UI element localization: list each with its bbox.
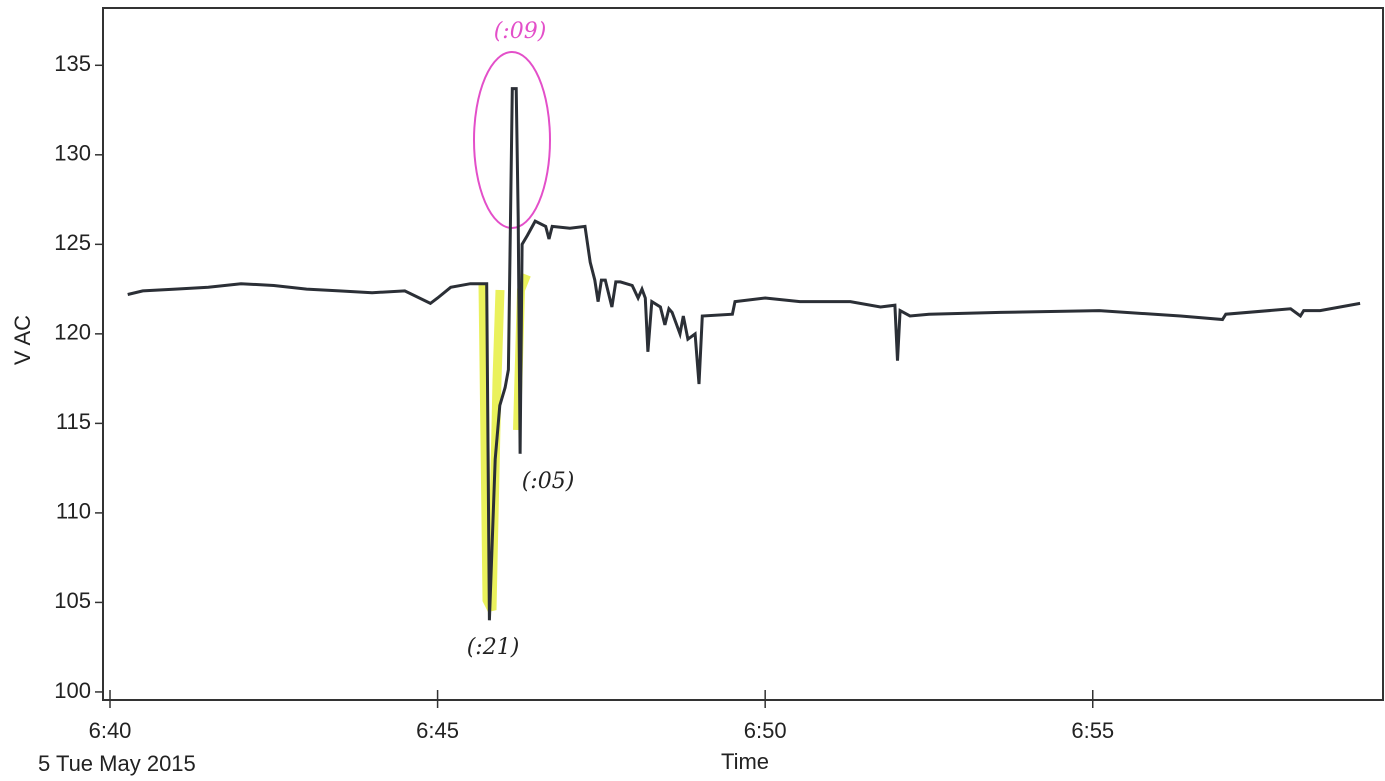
plot-frame bbox=[102, 7, 1384, 701]
annotation: (:09) bbox=[494, 19, 547, 44]
annotation-circle bbox=[473, 51, 551, 229]
series-line bbox=[127, 87, 1361, 621]
y-tick-label: 125 bbox=[54, 230, 91, 255]
y-axis-label: V AC bbox=[10, 315, 35, 365]
date-label: 5 Tue May 2015 bbox=[38, 751, 196, 776]
annotation: (:05) bbox=[522, 469, 575, 494]
highlight bbox=[478, 284, 505, 613]
x-axis-label: Time bbox=[721, 749, 769, 774]
x-tick-label: 6:45 bbox=[416, 718, 459, 743]
y-tick-label: 130 bbox=[54, 141, 91, 166]
y-tick-label: 135 bbox=[54, 51, 91, 76]
x-tick-label: 6:55 bbox=[1071, 718, 1114, 743]
y-tick-label: 100 bbox=[54, 678, 91, 703]
y-tick-label: 105 bbox=[54, 588, 91, 613]
y-tick-label: 115 bbox=[56, 409, 91, 434]
x-tick-label: 6:40 bbox=[89, 718, 132, 743]
y-tick-label: 110 bbox=[56, 499, 91, 524]
x-tick-label: 6:50 bbox=[744, 718, 787, 743]
y-tick-label: 120 bbox=[54, 320, 91, 345]
annotation: (:21) bbox=[467, 635, 520, 660]
